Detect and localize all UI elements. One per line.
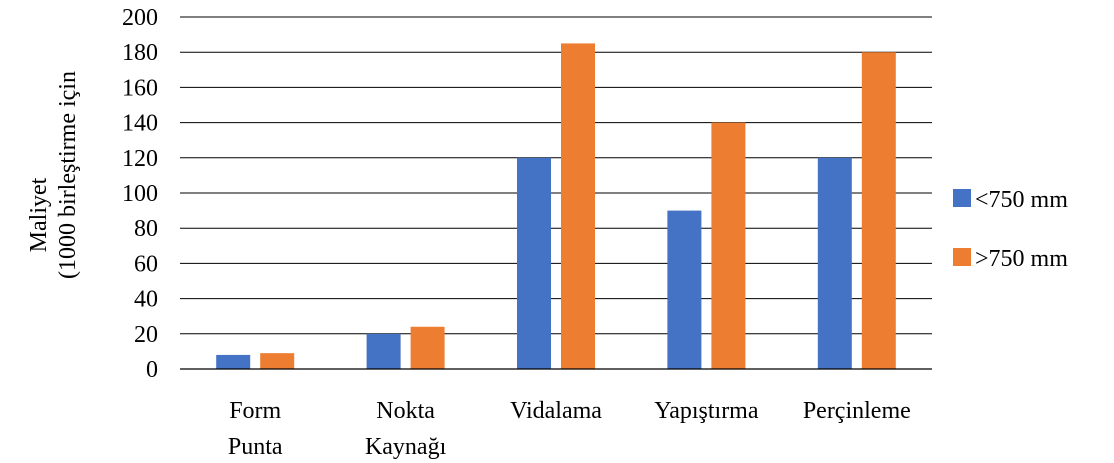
- bars: [216, 43, 896, 370]
- y-tick-label: 20: [134, 322, 158, 348]
- bar: [260, 353, 295, 369]
- bar: [817, 157, 852, 369]
- y-axis-label-line-2: (1000 birleştirme için: [55, 71, 81, 279]
- x-category-label: Yapıştırma: [654, 398, 759, 424]
- x-category-label: Punta: [228, 434, 283, 460]
- y-axis-ticks: 0 20 40 60 80 100 120 140 160 180 200: [122, 5, 158, 383]
- legend-swatch: [953, 189, 971, 207]
- y-tick-label: 200: [122, 5, 158, 31]
- bar: [517, 157, 551, 369]
- y-tick-label: 180: [122, 40, 158, 66]
- y-tick-label: 80: [134, 216, 158, 242]
- bar: [366, 333, 401, 369]
- x-category-label: Nokta: [376, 398, 435, 424]
- gridlines: [180, 16, 932, 335]
- y-axis-label: Maliyet (1000 birleştirme için: [26, 71, 81, 279]
- x-axis-category-labels: Form Punta Nokta Kaynağı Vidalama Yapıştırma P…: [228, 398, 911, 460]
- legend-label: >750 mm: [975, 246, 1068, 272]
- y-axis-label-line-1: Maliyet: [26, 177, 52, 252]
- y-tick-label: 120: [122, 146, 158, 172]
- y-tick-label: 40: [134, 287, 158, 313]
- legend: <750 mm >750 mm: [953, 187, 1068, 272]
- legend-swatch: [953, 248, 971, 266]
- bar: [410, 326, 445, 369]
- x-category-label: Perçinleme: [803, 398, 911, 424]
- x-category-label: Kaynağı: [365, 434, 447, 460]
- y-tick-label: 100: [122, 181, 158, 207]
- bar: [861, 52, 896, 369]
- bar: [216, 354, 251, 369]
- y-tick-label: 60: [134, 251, 158, 277]
- bar: [667, 210, 702, 369]
- y-tick-label: 140: [122, 111, 158, 137]
- x-category-label: Vidalama: [510, 398, 602, 424]
- y-tick-label: 160: [122, 75, 158, 101]
- bar: [711, 122, 746, 369]
- x-category-label: Form: [229, 398, 281, 424]
- y-tick-label: 0: [146, 357, 158, 383]
- legend-label: <750 mm: [975, 187, 1068, 213]
- bar: [561, 43, 595, 370]
